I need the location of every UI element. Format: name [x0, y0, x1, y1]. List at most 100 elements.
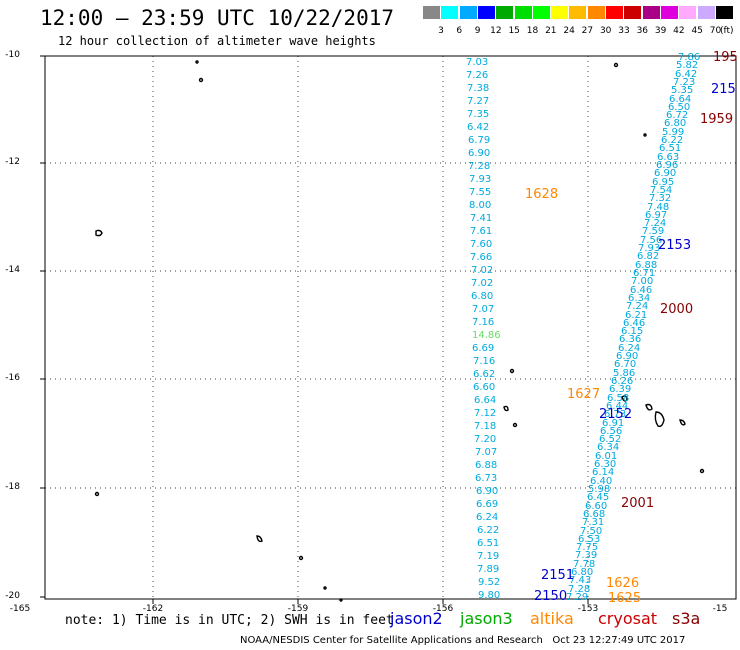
- wave-height-value: 6.97: [645, 210, 668, 221]
- track-time-label: 2000: [660, 302, 694, 317]
- scale-swatch: [642, 6, 660, 19]
- track-time-label: 1627: [567, 387, 601, 402]
- scale-swatch: [514, 6, 532, 19]
- wave-height-value: 14.86: [472, 330, 501, 341]
- island: [613, 62, 619, 68]
- wave-height-value: 6.21: [625, 310, 648, 321]
- wave-height-value: 6.62: [473, 369, 496, 380]
- wave-height-value: 8.00: [469, 200, 492, 211]
- wave-height-value: 6.80: [664, 118, 687, 129]
- wave-height-value: 6.60: [585, 501, 608, 512]
- wave-height-value: 6.90: [616, 351, 639, 362]
- wave-height-value: 7.41: [470, 213, 493, 224]
- wave-height-value: 5.86: [613, 368, 636, 379]
- scale-label: 33: [618, 26, 630, 36]
- wave-height-value: 9.80: [478, 590, 501, 601]
- scale-label: 42: [673, 26, 685, 36]
- island: [503, 405, 509, 412]
- wave-height-value: 7.43: [569, 575, 592, 586]
- wave-height-value: 6.96: [656, 160, 679, 171]
- track-time-label: 215: [711, 82, 736, 97]
- track-time-label: 2001: [621, 496, 655, 511]
- axis-ticks: [40, 55, 589, 604]
- wave-height-value: 6.40: [590, 476, 613, 487]
- wave-height-value: 5.35: [671, 85, 694, 96]
- lat-label: -16: [5, 373, 20, 383]
- wave-height-value: 7.16: [473, 356, 496, 367]
- islands: [94, 60, 705, 602]
- wave-height-value: 6.15: [621, 326, 644, 337]
- wave-height-value: 6.95: [652, 177, 675, 188]
- wave-height-value: 6.90: [468, 148, 491, 159]
- wave-height-value: 7.26: [466, 70, 489, 81]
- wave-height-value: 6.73: [475, 473, 498, 484]
- wave-height-value: 6.39: [609, 384, 632, 395]
- wave-height-value: 7.00: [631, 276, 654, 287]
- wave-height-value: 7.48: [647, 202, 670, 213]
- track-time-label: 1959: [700, 112, 734, 127]
- scale-label: 70: [709, 26, 722, 36]
- wave-height-value: 6.90: [476, 486, 499, 497]
- scale-label: 24: [563, 26, 575, 36]
- wave-height-value: 6.34: [628, 293, 651, 304]
- scale-swatch: [569, 6, 587, 19]
- wave-height-value: 7.66: [470, 252, 493, 263]
- lat-label: -20: [5, 591, 20, 601]
- track-time-label: 2153: [658, 238, 692, 253]
- footer-note: note: 1) Time is in UTC; 2) SWH is in fe…: [65, 613, 394, 628]
- scale-label: 18: [526, 26, 539, 36]
- scale-unit: (ft): [720, 26, 734, 36]
- lon-label: -159: [287, 604, 309, 614]
- island: [195, 60, 199, 64]
- wave-height-value: 7.93: [469, 174, 492, 185]
- wave-height-value: 6.51: [477, 538, 500, 549]
- wave-height-value: 6.82: [637, 251, 660, 262]
- track-time-label: 2150: [534, 589, 568, 604]
- scale-label: 36: [636, 26, 649, 36]
- scale-swatch: [423, 6, 440, 19]
- scale-swatch: [624, 6, 642, 19]
- scale-swatch: [441, 6, 459, 19]
- track-time-label: 2151: [541, 568, 575, 583]
- scale-swatch: [715, 6, 733, 19]
- wave-height-value: 6.24: [476, 512, 499, 523]
- wave-height-value: 6.42: [675, 69, 698, 80]
- wave-height-value: 6.01: [595, 451, 618, 462]
- wave-height-value: 7.35: [467, 109, 490, 120]
- wave-height-value: 6.45: [587, 492, 610, 503]
- wave-height-value: 6.58: [607, 393, 630, 404]
- wave-height-value: 7.07: [472, 304, 495, 315]
- legend-item-jason2: jason2: [390, 609, 443, 628]
- island: [512, 422, 518, 428]
- island: [699, 468, 705, 474]
- wave-height-value: 7.28: [468, 161, 491, 172]
- wave-height-value: 7.55: [469, 187, 492, 198]
- scale-swatch: [477, 6, 495, 19]
- wave-height-value: 6.44: [606, 401, 629, 412]
- scale-swatch: [587, 6, 605, 19]
- scale-swatch: [459, 6, 477, 19]
- wave-height-value: 7.27: [467, 96, 490, 107]
- wave-height-value: 6.88: [475, 460, 498, 471]
- scale-swatch: [697, 6, 715, 19]
- lon-label: -162: [142, 604, 164, 614]
- island: [95, 229, 103, 237]
- wave-height-value: 7.12: [474, 408, 497, 419]
- scale-swatch: [496, 6, 514, 19]
- wave-height-value: 6.70: [614, 359, 637, 370]
- island: [643, 133, 647, 137]
- wave-height-value: 7.03: [466, 57, 489, 68]
- scale-swatch: [679, 6, 697, 19]
- scale-swatch: [551, 6, 569, 19]
- wave-height-value: 6.91: [602, 418, 625, 429]
- wave-height-value: 6.69: [476, 499, 499, 510]
- wave-height-value: 7.60: [470, 239, 493, 250]
- track-time-label: 195: [713, 50, 738, 65]
- legend-item-jason3: jason3: [460, 609, 513, 628]
- wave-height-value: 7.28: [568, 584, 591, 595]
- scale-label: 12: [490, 26, 502, 36]
- map-border: [44, 55, 737, 600]
- wave-height-value: 6.60: [473, 382, 496, 393]
- wave-height-value: 7.02: [471, 278, 494, 289]
- wave-height-value: 6.34: [597, 442, 620, 453]
